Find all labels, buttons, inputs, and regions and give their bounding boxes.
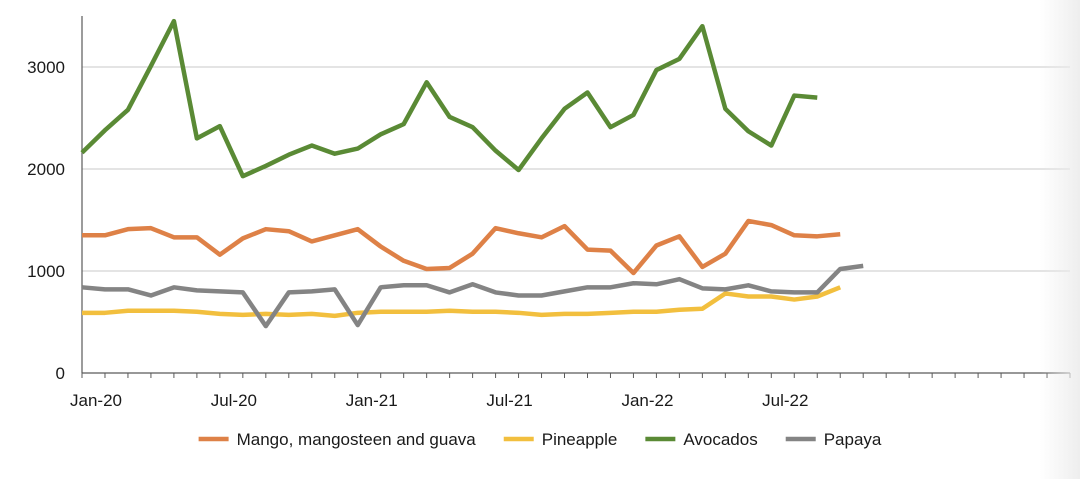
y-tick-label: 1000 <box>27 262 65 281</box>
series-lines <box>80 18 864 329</box>
axes <box>81 16 1070 374</box>
series-line-mango-mangosteen-and-guava <box>82 218 841 276</box>
series-line-papaya <box>81 263 864 329</box>
y-tick-label: 0 <box>56 364 65 383</box>
legend-label-papaya: Papaya <box>824 430 882 449</box>
x-tick-label: Jan-20 <box>70 391 122 410</box>
legend-label-avocados: Avocados <box>683 430 757 449</box>
x-tick-label: Jan-22 <box>621 391 673 410</box>
x-tick-label: Jul-21 <box>486 391 532 410</box>
x-tick-label: Jul-20 <box>211 391 257 410</box>
series-line-avocados <box>80 18 818 179</box>
x-tick-label: Jul-22 <box>762 391 808 410</box>
x-tick-label: Jan-21 <box>346 391 398 410</box>
legend-label-pineapple: Pineapple <box>542 430 618 449</box>
y-tick-label: 3000 <box>27 58 65 77</box>
gridlines <box>82 66 1070 272</box>
y-axis-ticks: 0 1000 2000 3000 <box>27 58 65 383</box>
series-line-pineapple <box>82 285 842 319</box>
x-axis-ticks: Jan-20 Jul-20 Jan-21 Jul-21 Jan-22 Jul-22 <box>70 373 1071 410</box>
y-tick-label: 2000 <box>27 160 65 179</box>
legend-label-mango-mangosteen-and-guava: Mango, mangosteen and guava <box>237 430 477 449</box>
legend: Mango, mangosteen and guava Pineapple Avoc… <box>198 430 882 449</box>
